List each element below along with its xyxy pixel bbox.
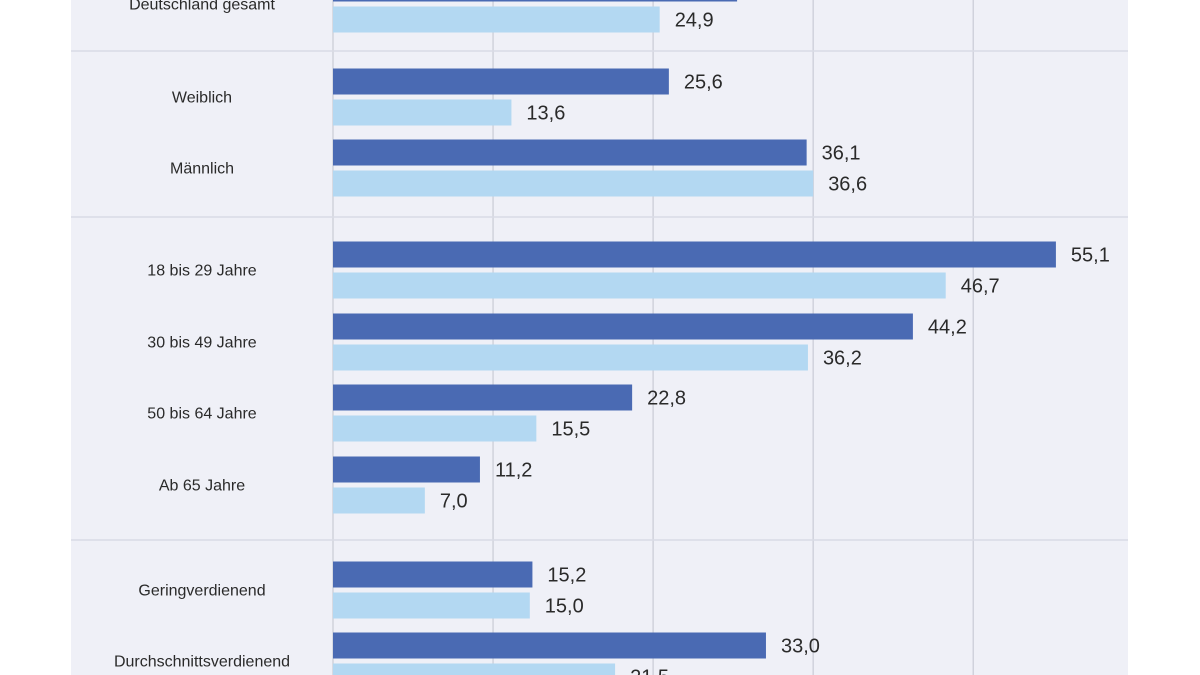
bar-series1-cat-2 <box>333 139 807 166</box>
category-label-cat-7: Geringverdienend <box>138 583 265 600</box>
bar-series2-cat-2 <box>333 170 814 197</box>
bar-series1-cat-4 <box>333 313 913 340</box>
value-label-series2-cat-2: 36,6 <box>828 174 867 196</box>
category-label-cat-0: Deutschland gesamt <box>129 0 275 14</box>
bar-series2-cat-1 <box>333 99 512 126</box>
value-label-series1-cat-5: 22,8 <box>647 388 686 410</box>
bar-series2-cat-8 <box>333 663 616 675</box>
category-label-cat-2: Männlich <box>170 161 234 178</box>
category-labels: Deutschland gesamt Weiblich Männlich 18 bis… <box>114 0 290 671</box>
bars <box>333 0 1056 675</box>
value-label-series1-cat-4: 44,2 <box>928 317 967 339</box>
value-label-series2-cat-0: 24,9 <box>675 10 714 32</box>
category-label-cat-4: 30 bis 49 Jahre <box>147 335 257 352</box>
chart-panel: Deutschland gesamt Weiblich Männlich 18 bis… <box>71 0 1128 675</box>
bar-chart: Deutschland gesamt Weiblich Männlich 18 bis… <box>71 0 1128 675</box>
bar-series1-cat-1 <box>333 68 669 95</box>
group-separators <box>71 50 1128 541</box>
category-label-cat-6: Ab 65 Jahre <box>159 478 245 495</box>
bar-series1-cat-3 <box>333 241 1056 268</box>
category-label-cat-8: Durchschnittsverdienend <box>114 654 290 671</box>
bar-series1-cat-5 <box>333 384 633 411</box>
value-label-series2-cat-1: 13,6 <box>526 103 565 125</box>
value-label-series1-cat-2: 36,1 <box>822 143 861 165</box>
value-label-series2-cat-6: 7,0 <box>440 491 468 513</box>
bar-series1-cat-8 <box>333 632 766 659</box>
value-label-series1-cat-3: 55,1 <box>1071 245 1110 267</box>
category-label-cat-3: 18 bis 29 Jahre <box>147 263 257 280</box>
value-label-series2-cat-8: 21,5 <box>630 667 669 675</box>
value-label-series1-cat-8: 33,0 <box>781 636 820 658</box>
value-label-series1-cat-7: 15,2 <box>547 565 586 587</box>
value-label-series1-cat-1: 25,6 <box>684 72 723 94</box>
bar-series1-cat-0 <box>333 0 738 2</box>
bar-series2-cat-6 <box>333 487 425 514</box>
value-labels: 24,9 25,6 13,6 36,1 36,6 55,1 46,7 44,2 36,2 22,8… <box>440 10 1110 675</box>
category-label-cat-5: 50 bis 64 Jahre <box>147 406 257 423</box>
bar-series2-cat-5 <box>333 415 537 442</box>
value-label-series2-cat-7: 15,0 <box>545 596 584 618</box>
bar-series2-cat-0 <box>333 6 660 33</box>
bar-series2-cat-7 <box>333 592 530 619</box>
category-label-cat-1: Weiblich <box>172 90 232 107</box>
value-label-series2-cat-3: 46,7 <box>961 276 1000 298</box>
value-label-series2-cat-5: 15,5 <box>551 419 590 441</box>
bar-series2-cat-3 <box>333 272 946 299</box>
bar-series1-cat-6 <box>333 456 480 483</box>
value-label-series2-cat-4: 36,2 <box>823 348 862 370</box>
value-label-series1-cat-6: 11,2 <box>495 460 532 482</box>
bar-series1-cat-7 <box>333 561 533 588</box>
bar-series2-cat-4 <box>333 344 808 371</box>
